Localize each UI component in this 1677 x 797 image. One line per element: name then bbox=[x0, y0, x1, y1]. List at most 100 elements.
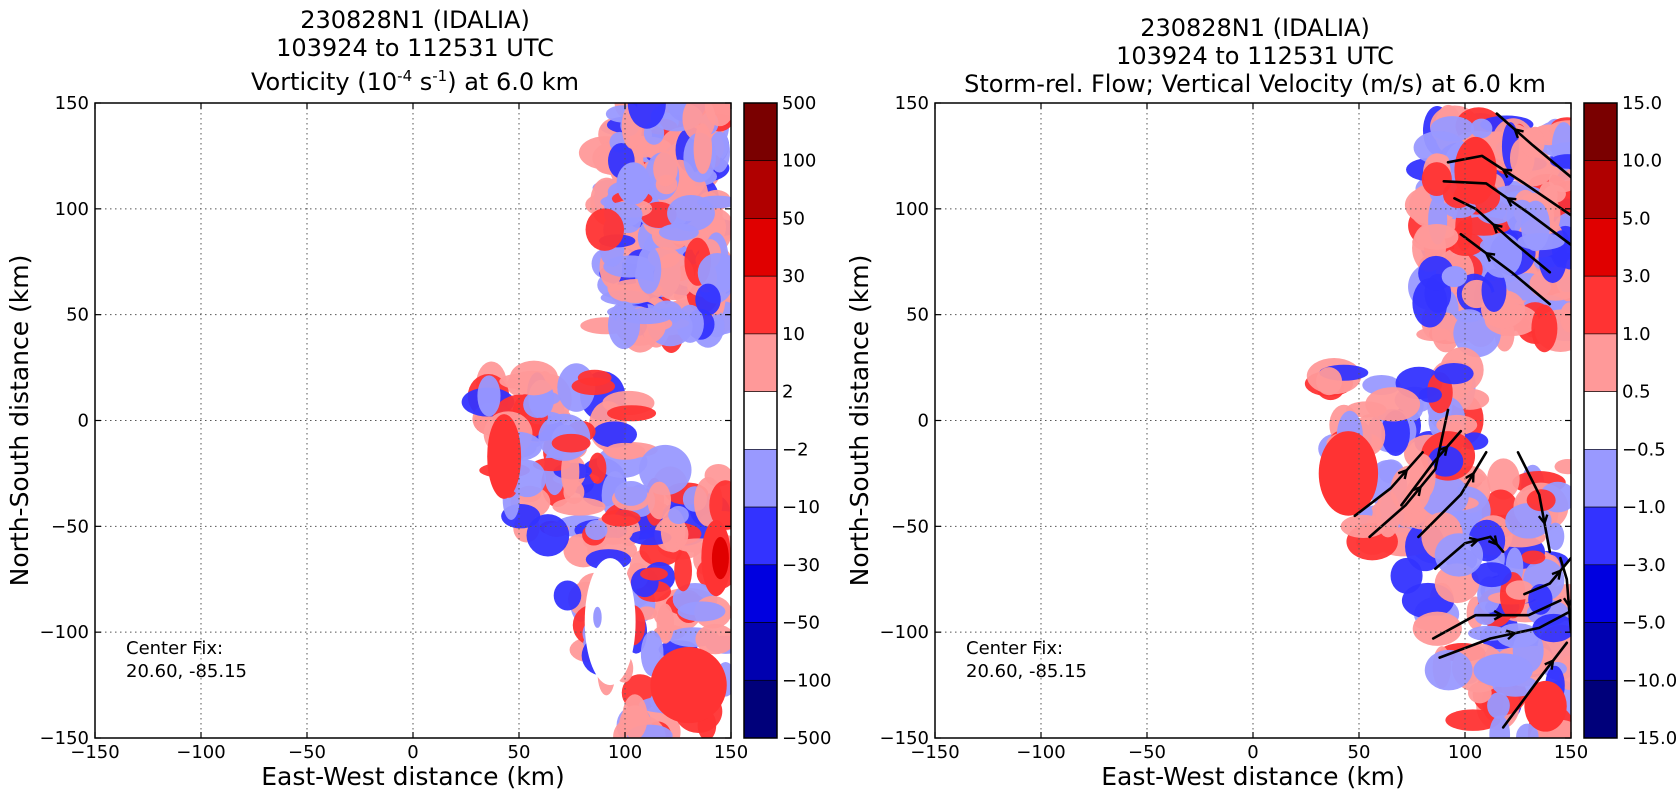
echo-cell bbox=[591, 421, 638, 448]
echo-cell bbox=[477, 375, 501, 417]
streamline bbox=[1501, 641, 1569, 729]
streamline-arrow bbox=[1438, 445, 1449, 457]
y-tick-label: 0 bbox=[78, 411, 89, 432]
echo-cell bbox=[653, 151, 678, 187]
feature-negative bbox=[1441, 265, 1468, 288]
echo-cell bbox=[1471, 562, 1512, 588]
x-tick-label: 150 bbox=[1554, 742, 1588, 763]
vertical-velocity-panel: 230828N1 (IDALIA) 103924 to 112531 UTC S… bbox=[840, 0, 1677, 797]
echo-cell bbox=[1505, 503, 1552, 539]
streamline-arrow bbox=[1397, 468, 1409, 480]
echo-cell bbox=[1424, 649, 1473, 691]
colorbar-bin bbox=[1583, 391, 1618, 450]
streamline-arrow bbox=[1512, 127, 1524, 139]
streamline bbox=[1459, 232, 1552, 306]
feature-negative bbox=[584, 558, 636, 686]
colorbar-label: −50 bbox=[782, 613, 820, 634]
echo-cell bbox=[509, 360, 559, 396]
echo-cell bbox=[1316, 367, 1343, 396]
echo-cell bbox=[697, 253, 731, 293]
center-fix-label: Center Fix: bbox=[966, 638, 1064, 659]
colorbar-label: 2 bbox=[782, 382, 793, 403]
chart-title-line-1: 230828N1 (IDALIA) bbox=[1140, 14, 1370, 42]
colorbar-bin bbox=[1583, 449, 1618, 508]
y-tick-label: −50 bbox=[51, 516, 89, 537]
colorbar-label: −2 bbox=[782, 439, 809, 460]
y-axis-label: North-South distance (km) bbox=[5, 255, 34, 587]
echo-cell bbox=[1434, 533, 1484, 577]
vorticity-panel: 230828N1 (IDALIA) 103924 to 112531 UTC V… bbox=[0, 0, 838, 797]
streamline-arrow bbox=[1484, 251, 1496, 262]
x-tick-label: −150 bbox=[910, 742, 959, 763]
colorbar-bin bbox=[1583, 333, 1618, 392]
echo-cell bbox=[674, 550, 692, 592]
colorbar-bin bbox=[743, 275, 778, 335]
title-exponent-2: -1 bbox=[432, 67, 448, 85]
echo-cell bbox=[656, 603, 675, 644]
echo-cell bbox=[1532, 613, 1571, 643]
echo-cell bbox=[604, 442, 646, 460]
x-tick-label: −100 bbox=[176, 742, 225, 763]
colorbar-bin bbox=[1583, 275, 1618, 335]
title-exponent-1: -4 bbox=[397, 67, 413, 85]
chart-title-line-2: 103924 to 112531 UTC bbox=[1116, 42, 1394, 70]
colorbar: 15.0 10.0 5.0 3.0 1.0 0.5 −0.5 −1.0 −3.0 −5.0 −10.… bbox=[1583, 93, 1677, 749]
axes-ticks: −150 −100 −50 0 50 100 150 −150 −100 −50 0 50 100 150 bbox=[40, 93, 749, 763]
streamline-arrow bbox=[1562, 597, 1571, 609]
echo-cell bbox=[1415, 224, 1459, 250]
echo-cell bbox=[1516, 723, 1539, 738]
colorbar-bin bbox=[743, 679, 778, 739]
x-tick-label: −150 bbox=[70, 742, 119, 763]
y-tick-label: 100 bbox=[55, 199, 89, 220]
echo-cell bbox=[693, 123, 713, 174]
y-tick-label: 50 bbox=[906, 305, 929, 326]
y-tick-label: 150 bbox=[55, 93, 89, 114]
echo-cell bbox=[1546, 522, 1565, 551]
y-tick-label: 50 bbox=[66, 305, 89, 326]
echo-cell bbox=[1434, 362, 1474, 385]
x-tick-label: −50 bbox=[288, 742, 326, 763]
colorbar-label: 30 bbox=[782, 266, 805, 287]
echo-cell bbox=[1481, 232, 1523, 278]
x-tick-label: 100 bbox=[608, 742, 642, 763]
colorbar-bin bbox=[1583, 160, 1618, 219]
echo-cell bbox=[658, 223, 699, 241]
x-axis-label: East-West distance (km) bbox=[1101, 762, 1405, 791]
colorbar-label: −3.0 bbox=[1622, 555, 1666, 576]
colorbar-bin bbox=[743, 102, 778, 162]
center-fix-label: Center Fix: bbox=[126, 638, 224, 659]
feature-positive bbox=[1454, 136, 1497, 205]
echo-cell bbox=[552, 497, 606, 516]
y-tick-label: 150 bbox=[895, 93, 929, 114]
y-tick-label: −150 bbox=[40, 728, 89, 749]
colorbar-bin bbox=[743, 506, 778, 566]
colorbar-bin bbox=[743, 333, 778, 392]
x-tick-label: 50 bbox=[1348, 742, 1371, 763]
streamline-arrow bbox=[1411, 485, 1423, 497]
feature-negative bbox=[616, 162, 651, 205]
echo-cell bbox=[553, 580, 582, 611]
data-field bbox=[1304, 104, 1571, 738]
echo-cell bbox=[1468, 682, 1492, 704]
echo-cell bbox=[1559, 302, 1571, 333]
x-tick-label: 0 bbox=[407, 742, 418, 763]
streamline-arrow bbox=[1551, 568, 1563, 580]
colorbar-label: 3.0 bbox=[1622, 266, 1651, 287]
colorbar-label: −30 bbox=[782, 555, 820, 576]
echo-cell bbox=[696, 195, 731, 209]
y-tick-label: −100 bbox=[40, 622, 89, 643]
echo-cell bbox=[1416, 327, 1452, 342]
y-tick-label: 0 bbox=[918, 411, 929, 432]
echo-cell bbox=[647, 481, 672, 520]
colorbar-bin bbox=[1583, 564, 1618, 623]
echo-cell bbox=[607, 301, 641, 350]
colorbar-label: 5.0 bbox=[1622, 208, 1651, 229]
y-tick-label: −50 bbox=[891, 516, 929, 537]
chart-title-line-3: Vorticity (10-4 s-1) at 6.0 km bbox=[95, 62, 735, 96]
center-fix-annotation: Center Fix: 20.60, -85.15 bbox=[126, 637, 247, 683]
data-field bbox=[461, 103, 731, 738]
x-tick-label: −100 bbox=[1016, 742, 1065, 763]
colorbar-label: −15.0 bbox=[1622, 728, 1677, 749]
echo-cell bbox=[601, 509, 641, 527]
axes-ticks: −150 −100 −50 0 50 100 150 −150 −100 −50 0 50 100 150 bbox=[880, 93, 1589, 763]
